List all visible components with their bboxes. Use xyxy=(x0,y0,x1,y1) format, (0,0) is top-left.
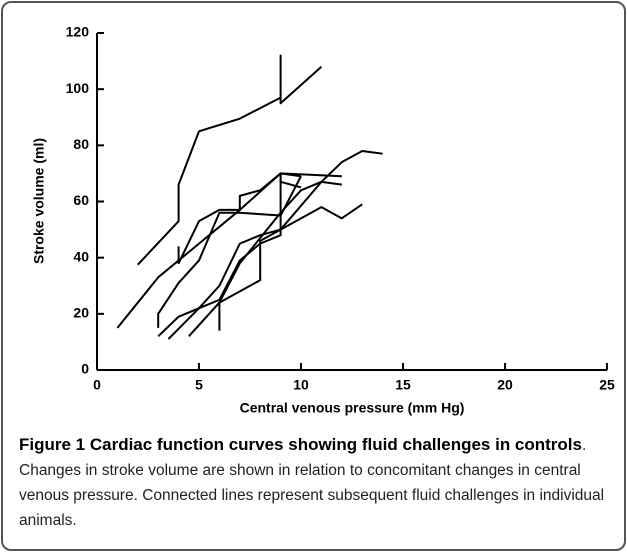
caption: Figure 1 Cardiac function curves showing… xyxy=(19,432,611,533)
curve xyxy=(218,149,383,331)
x-tick-label: 15 xyxy=(395,377,411,393)
curve xyxy=(188,180,342,337)
curve xyxy=(177,172,302,265)
y-tick-label: 100 xyxy=(66,80,90,96)
y-tick-label: 60 xyxy=(73,192,89,208)
x-tick-label: 20 xyxy=(497,377,513,393)
x-tick-label: 0 xyxy=(93,377,101,393)
curve xyxy=(167,203,363,340)
caption-text: . Changes in stroke volume are shown in … xyxy=(19,437,605,529)
y-tick-label: 120 xyxy=(66,24,90,40)
y-tick-label: 20 xyxy=(73,305,89,321)
y-axis-label: Stroke volume (ml) xyxy=(31,138,47,264)
x-tick-label: 25 xyxy=(599,377,615,393)
x-tick-label: 5 xyxy=(195,377,203,393)
x-tick-label: 10 xyxy=(293,377,309,393)
curve xyxy=(137,54,323,266)
caption-title: Figure 1 Cardiac function curves showing… xyxy=(19,435,582,454)
curve xyxy=(157,172,302,338)
y-tick-label: 0 xyxy=(81,361,89,377)
x-axis-label: Central venous pressure (mm Hg) xyxy=(240,400,465,416)
y-tick-label: 40 xyxy=(73,248,89,264)
curve xyxy=(157,175,302,328)
y-tick-label: 80 xyxy=(73,136,89,152)
